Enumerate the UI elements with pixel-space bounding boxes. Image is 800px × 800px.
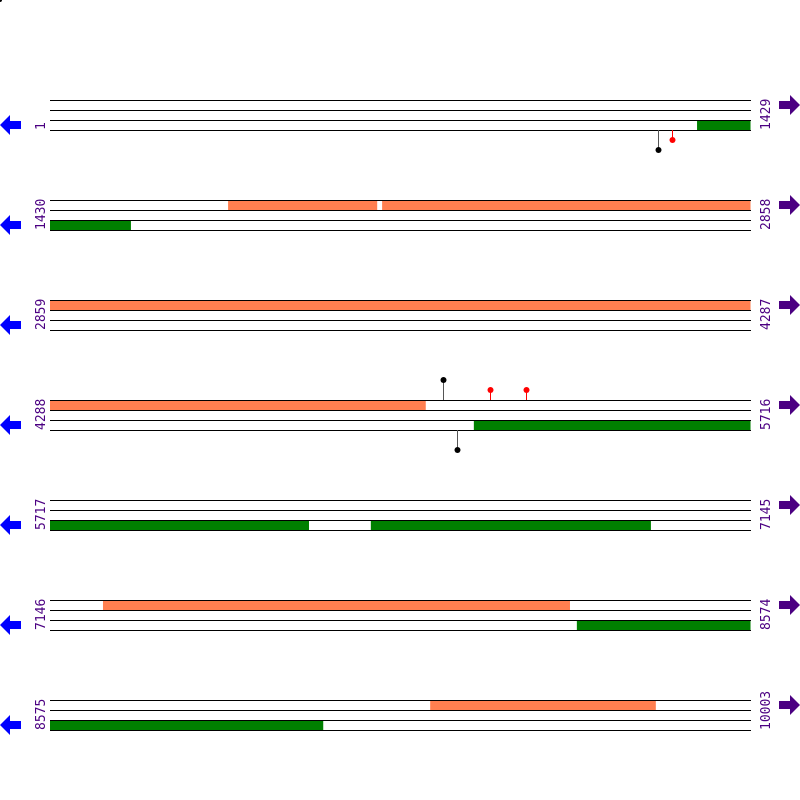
row-end-label: 8574 — [759, 599, 774, 630]
black-marker-dot — [440, 377, 447, 383]
arrow-right-icon — [779, 595, 800, 615]
arrow-left-icon — [0, 515, 21, 535]
forward-feature — [102, 600, 570, 610]
arrow-left-icon — [0, 215, 21, 235]
black-marker-dot — [454, 447, 461, 453]
reverse-feature — [697, 120, 751, 130]
corner-dot — [0, 0, 2, 2]
sequence-row: 8575 10003 — [0, 691, 800, 735]
sequence-row: 2859 4287 — [0, 295, 800, 335]
row-start-label: 2859 — [34, 299, 49, 330]
arrow-left-icon — [0, 115, 21, 135]
row-end-label: 10003 — [759, 691, 774, 730]
arrow-left-icon — [0, 415, 21, 435]
arrow-left-icon — [0, 615, 21, 635]
arrow-right-icon — [779, 695, 800, 715]
red-marker-dot — [523, 387, 530, 393]
row-end-label: 1429 — [759, 99, 774, 130]
forward-feature — [50, 400, 426, 410]
black-marker-dot — [655, 147, 662, 153]
arrow-right-icon — [779, 495, 800, 515]
row-start-label: 8575 — [34, 699, 49, 730]
row-end-label: 2858 — [759, 199, 774, 230]
sequence-row: 1430 2858 — [0, 195, 800, 235]
forward-feature — [228, 200, 378, 210]
forward-feature — [430, 700, 656, 710]
red-marker-dot — [487, 387, 494, 393]
sequence-row: 4288 5716 — [0, 377, 800, 453]
row-end-label: 5716 — [759, 399, 774, 430]
reverse-feature — [50, 720, 324, 730]
sequence-row: 1 1429 — [0, 95, 800, 153]
arrow-left-icon — [0, 715, 21, 735]
reverse-feature — [576, 620, 751, 630]
reverse-feature — [370, 520, 651, 530]
arrow-right-icon — [779, 395, 800, 415]
reverse-feature — [50, 220, 131, 230]
row-end-label: 7145 — [759, 499, 774, 530]
red-marker-dot — [669, 137, 676, 143]
reverse-feature — [50, 520, 310, 530]
row-end-label: 4287 — [759, 299, 774, 330]
row-start-label: 4288 — [34, 399, 49, 430]
row-start-label: 1 — [34, 122, 49, 130]
row-start-label: 1430 — [34, 199, 49, 230]
forward-feature — [50, 300, 751, 310]
arrow-left-icon — [0, 315, 21, 335]
forward-feature — [382, 200, 751, 210]
arrow-right-icon — [779, 295, 800, 315]
reverse-feature — [473, 420, 751, 430]
sequence-row: 7146 8574 — [0, 595, 800, 635]
arrow-right-icon — [779, 195, 800, 215]
arrow-right-icon — [779, 95, 800, 115]
row-start-label: 7146 — [34, 599, 49, 630]
sequence-row: 5717 7145 — [0, 495, 800, 535]
row-start-label: 5717 — [34, 499, 49, 530]
